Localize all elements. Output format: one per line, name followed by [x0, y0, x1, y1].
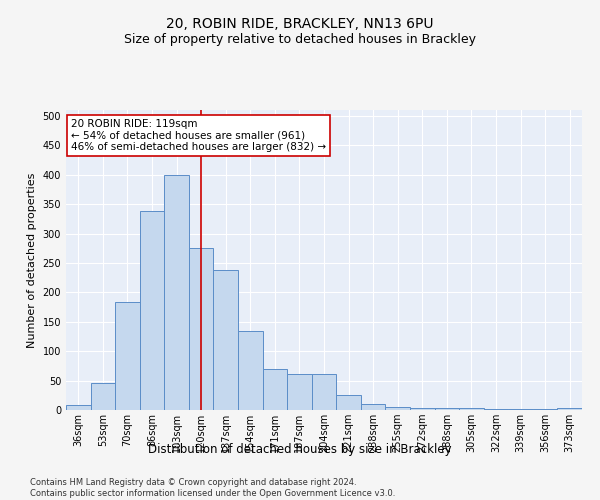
Text: Size of property relative to detached houses in Brackley: Size of property relative to detached ho…	[124, 32, 476, 46]
Bar	[484, 409, 508, 410]
Bar	[336, 396, 361, 410]
Bar	[91, 383, 115, 410]
Bar	[115, 302, 140, 410]
Bar	[140, 211, 164, 410]
Bar	[287, 374, 312, 410]
Bar	[557, 408, 582, 410]
Text: 20 ROBIN RIDE: 119sqm
← 54% of detached houses are smaller (961)
46% of semi-det: 20 ROBIN RIDE: 119sqm ← 54% of detached …	[71, 119, 326, 152]
Text: Distribution of detached houses by size in Brackley: Distribution of detached houses by size …	[148, 442, 452, 456]
Bar	[66, 406, 91, 410]
Bar	[361, 404, 385, 410]
Bar	[164, 176, 189, 410]
Text: 20, ROBIN RIDE, BRACKLEY, NN13 6PU: 20, ROBIN RIDE, BRACKLEY, NN13 6PU	[166, 18, 434, 32]
Bar	[238, 330, 263, 410]
Bar	[214, 270, 238, 410]
Bar	[459, 408, 484, 410]
Bar	[434, 408, 459, 410]
Bar	[385, 407, 410, 410]
Bar	[410, 408, 434, 410]
Y-axis label: Number of detached properties: Number of detached properties	[27, 172, 37, 348]
Bar	[312, 374, 336, 410]
Bar	[189, 248, 214, 410]
Text: Contains HM Land Registry data © Crown copyright and database right 2024.
Contai: Contains HM Land Registry data © Crown c…	[30, 478, 395, 498]
Bar	[263, 370, 287, 410]
